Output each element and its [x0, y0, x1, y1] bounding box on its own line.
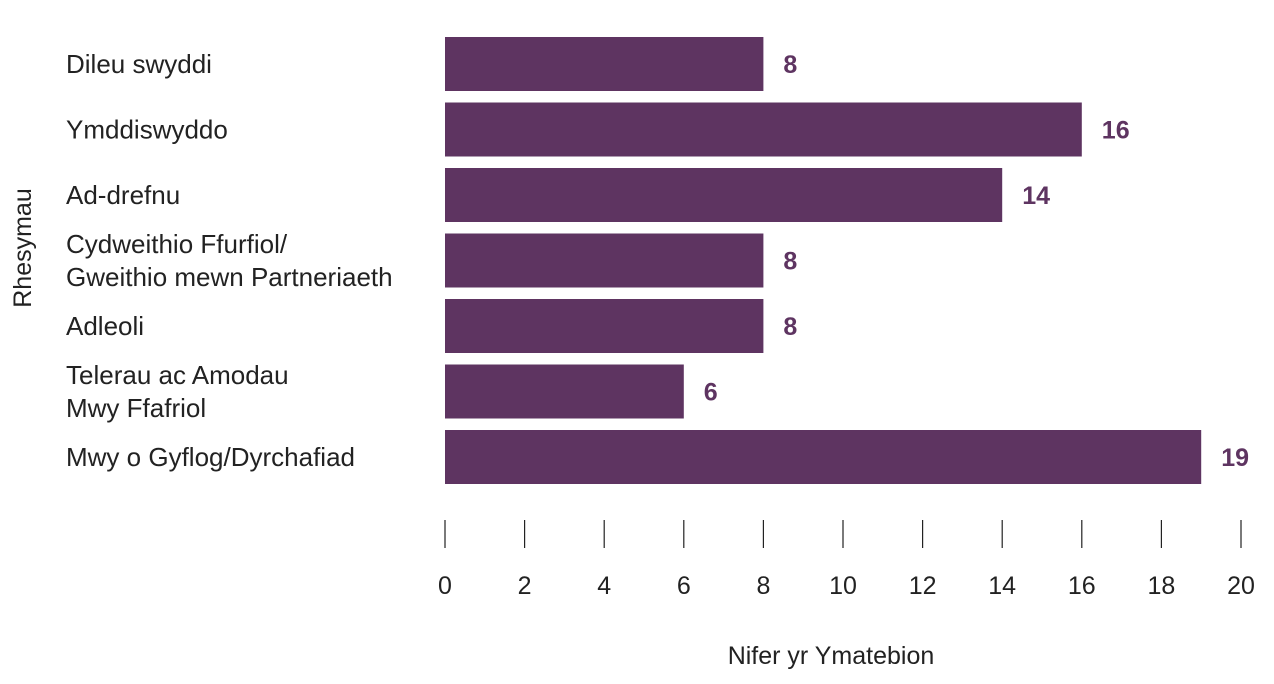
category-label-line: Ad-drefnu	[66, 180, 180, 210]
data-label: 6	[704, 379, 718, 407]
x-tick-label: 2	[518, 572, 532, 600]
x-tick-label: 0	[438, 572, 452, 600]
x-tick-label: 20	[1227, 572, 1255, 600]
bar	[445, 102, 1082, 157]
category-label: Dileu swyddi	[66, 49, 212, 79]
category-label-line: Cydweithio Ffurfiol/	[66, 229, 288, 259]
bar	[445, 430, 1202, 484]
bar	[445, 37, 764, 91]
category-label: Adleoli	[66, 311, 144, 341]
bar	[445, 233, 764, 288]
data-label: 14	[1022, 182, 1050, 210]
category-label-line: Mwy Ffafriol	[66, 393, 206, 423]
category-label-line: Ymddiswyddo	[66, 115, 228, 145]
category-label: Mwy o Gyflog/Dyrchafiad	[66, 442, 355, 472]
data-label: 8	[783, 248, 797, 276]
y-axis-title: Rhesymau	[9, 188, 37, 308]
bar	[445, 364, 684, 419]
category-label-line: Gweithio mewn Partneriaeth	[66, 262, 393, 292]
category-label-line: Adleoli	[66, 311, 144, 341]
x-tick-label: 6	[677, 572, 691, 600]
category-label: Ad-drefnu	[66, 180, 180, 210]
category-label-line: Mwy o Gyflog/Dyrchafiad	[66, 442, 355, 472]
data-label: 19	[1221, 444, 1249, 472]
data-label: 8	[783, 313, 797, 341]
x-tick-label: 10	[829, 572, 857, 600]
x-tick-label: 16	[1068, 572, 1096, 600]
category-label-line: Dileu swyddi	[66, 49, 212, 79]
x-tick-label: 8	[756, 572, 770, 600]
category-label-line: Telerau ac Amodau	[66, 360, 289, 390]
x-tick-label: 14	[988, 572, 1016, 600]
x-tick-label: 12	[909, 572, 937, 600]
x-tick-label: 18	[1147, 572, 1175, 600]
x-axis-title: Nifer yr Ymatebion	[728, 642, 935, 670]
data-label: 16	[1102, 117, 1130, 145]
bar	[445, 299, 764, 353]
category-label: Ymddiswyddo	[66, 115, 228, 145]
x-tick-label: 4	[597, 572, 611, 600]
category-label: Telerau ac Amodau Mwy Ffafriol	[66, 360, 289, 423]
data-label: 8	[783, 51, 797, 79]
category-label: Cydweithio Ffurfiol/Gweithio mewn Partne…	[66, 229, 393, 292]
bar	[445, 168, 1003, 222]
